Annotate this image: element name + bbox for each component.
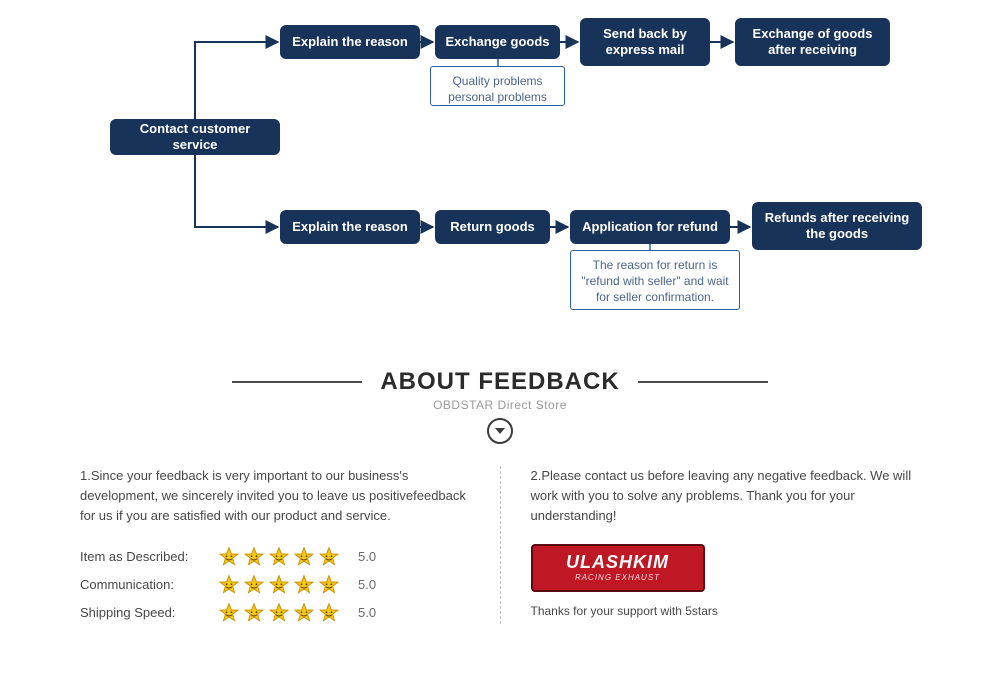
thanks-text: Thanks for your support with 5stars [531,602,921,621]
flow-node-refund-after: Refunds after receiving the goods [752,202,922,250]
rating-stars [218,546,340,568]
ratings-block: Item as Described:5.0Communication:5.0Sh… [80,546,470,624]
flow-node-exchange: Exchange goods [435,25,560,59]
rating-label: Shipping Speed: [80,603,210,623]
flow-node-return: Return goods [435,210,550,244]
chevron-down-icon [0,418,1000,444]
brand-logo-sub: RACING EXHAUST [575,572,660,584]
flow-node-refund: Application for refund [570,210,730,244]
flow-node-sendback: Send back by express mail [580,18,710,66]
star-icon [318,574,340,596]
feedback-subtitle: OBDSTAR Direct Store [0,398,1000,412]
star-icon [293,602,315,624]
rating-score: 5.0 [358,575,376,595]
rating-label: Item as Described: [80,547,210,567]
rating-row: Item as Described: 5.0 [80,546,470,568]
flow-node-contact: Contact customer service [110,119,280,155]
star-icon [293,546,315,568]
feedback-section: ABOUT FEEDBACK OBDSTAR Direct Store 1.Si… [0,350,1000,624]
feedback-header: ABOUT FEEDBACK [0,368,1000,396]
feedback-col-left: 1.Since your feedback is very important … [80,466,470,624]
feedback-left-text: 1.Since your feedback is very important … [80,466,470,526]
flow-node-explain-bottom: Explain the reason [280,210,420,244]
star-icon [243,574,265,596]
flow-note-quality: Quality problems personal problems [430,66,565,106]
feedback-right-text: 2.Please contact us before leaving any n… [531,466,921,526]
brand-logo: ULASHKIM RACING EXHAUST [531,544,705,592]
rating-stars [218,602,340,624]
flow-note-refund-reason: The reason for return is "refund with se… [570,250,740,310]
star-icon [268,546,290,568]
star-icon [218,546,240,568]
rating-score: 5.0 [358,547,376,567]
rating-label: Communication: [80,575,210,595]
star-icon [243,546,265,568]
rating-score: 5.0 [358,603,376,623]
rating-row: Communication: 5.0 [80,574,470,596]
rule-left [232,381,362,383]
brand-logo-main: ULASHKIM [566,553,669,571]
star-icon [243,602,265,624]
rating-row: Shipping Speed: 5.0 [80,602,470,624]
page-canvas: Contact customer service Explain the rea… [0,0,1000,688]
feedback-col-right: 2.Please contact us before leaving any n… [531,466,921,624]
star-icon [268,602,290,624]
feedback-title: ABOUT FEEDBACK [380,368,619,396]
star-icon [218,574,240,596]
rating-stars [218,574,340,596]
star-icon [218,602,240,624]
flow-node-exchange-after: Exchange of goods after receiving [735,18,890,66]
rule-right [638,381,768,383]
column-divider [500,466,501,624]
star-icon [293,574,315,596]
flow-node-explain-top: Explain the reason [280,25,420,59]
star-icon [318,546,340,568]
feedback-columns: 1.Since your feedback is very important … [80,466,920,624]
star-icon [268,574,290,596]
star-icon [318,602,340,624]
